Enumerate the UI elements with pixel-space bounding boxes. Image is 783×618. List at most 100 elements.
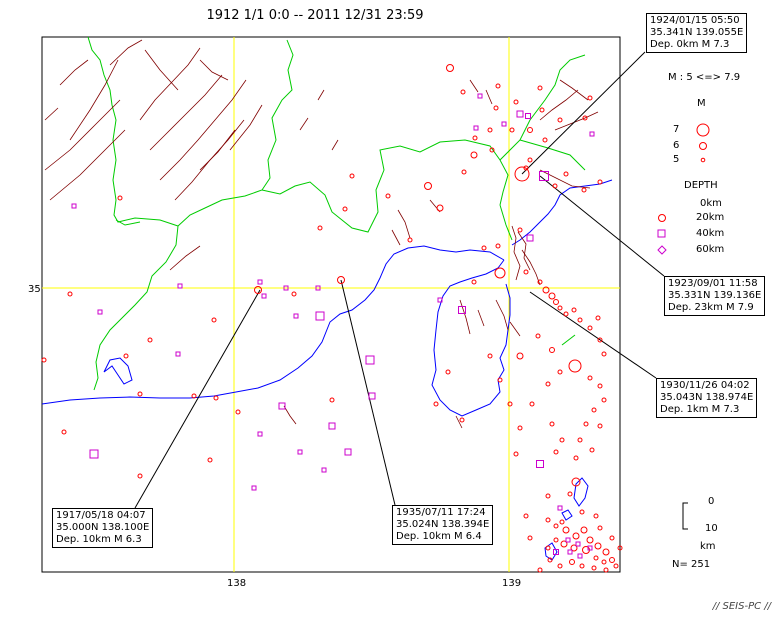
earthquake-marker bbox=[613, 563, 619, 569]
legend-mag-7: 7 bbox=[673, 124, 680, 135]
earthquake-marker bbox=[529, 401, 535, 407]
scale-bottom-label: 10 bbox=[705, 523, 718, 534]
earthquake-marker bbox=[572, 532, 580, 540]
earthquake-marker bbox=[470, 151, 478, 159]
callout-date: 1930/11/26 04:02 bbox=[660, 380, 750, 391]
callout-depth-mag: Dep. 0km M 7.3 bbox=[650, 39, 730, 50]
earthquake-marker bbox=[563, 171, 569, 177]
earthquake-marker bbox=[553, 299, 559, 305]
earthquake-marker bbox=[565, 537, 571, 543]
leader-1924 bbox=[521, 51, 646, 175]
earthquake-marker bbox=[495, 83, 501, 89]
depth-20-symbol bbox=[658, 214, 666, 222]
callout-date: 1917/05/18 04:07 bbox=[56, 510, 146, 521]
earthquake-marker bbox=[597, 423, 603, 429]
earthquake-marker bbox=[545, 381, 551, 387]
earthquake-marker bbox=[597, 179, 603, 185]
earthquake-marker bbox=[137, 473, 143, 479]
earthquake-marker bbox=[537, 567, 543, 573]
earthquake-marker bbox=[526, 234, 534, 242]
earthquake-marker bbox=[437, 297, 443, 303]
callout-coords: 35.331N 139.136E bbox=[668, 290, 762, 301]
leader-1923 bbox=[539, 175, 665, 277]
earthquake-marker bbox=[548, 292, 556, 300]
earthquake-marker bbox=[557, 505, 563, 511]
earthquake-marker bbox=[542, 137, 548, 143]
callout-depth-mag: Dep. 1km M 7.3 bbox=[660, 404, 740, 415]
earthquake-marker bbox=[433, 401, 439, 407]
callout-depth-mag: Dep. 23km M 7.9 bbox=[668, 302, 754, 313]
earthquake-marker bbox=[562, 526, 570, 534]
earthquake-marker bbox=[589, 447, 595, 453]
earthquake-marker bbox=[329, 397, 335, 403]
earthquake-marker bbox=[617, 545, 623, 551]
earthquake-markers bbox=[41, 64, 623, 573]
earthquake-marker bbox=[523, 513, 529, 519]
callout-coords: 35.024N 138.394E bbox=[396, 519, 490, 530]
earthquake-marker bbox=[542, 286, 550, 294]
earthquake-marker bbox=[493, 105, 499, 111]
callout-date: 1924/01/15 05:50 bbox=[650, 15, 740, 26]
earthquake-marker bbox=[537, 279, 543, 285]
earthquake-marker bbox=[545, 545, 551, 551]
earthquake-marker bbox=[535, 333, 541, 339]
earthquake-marker bbox=[575, 541, 581, 547]
callout-leaders bbox=[134, 51, 665, 509]
earthquake-marker bbox=[582, 115, 588, 121]
earthquake-marker bbox=[557, 563, 563, 569]
depth-60-symbol bbox=[657, 245, 667, 255]
callout-date: 1923/09/01 11:58 bbox=[668, 278, 758, 289]
earthquake-marker bbox=[175, 351, 181, 357]
earthquake-marker bbox=[601, 559, 607, 565]
earthquake-marker bbox=[211, 317, 217, 323]
earthquake-marker bbox=[460, 89, 466, 95]
earthquake-marker bbox=[342, 206, 348, 212]
earthquake-marker bbox=[495, 243, 501, 249]
earthquake-marker bbox=[207, 457, 213, 463]
earthquake-marker bbox=[297, 449, 303, 455]
earthquake-marker bbox=[589, 131, 595, 137]
earthquake-marker bbox=[553, 549, 559, 555]
earthquake-marker bbox=[539, 107, 545, 113]
earthquake-marker bbox=[587, 95, 593, 101]
faults bbox=[44, 39, 599, 429]
earthquake-marker bbox=[537, 85, 543, 91]
earthquake-marker bbox=[328, 422, 336, 430]
earthquake-marker bbox=[545, 517, 551, 523]
earthquake-marker bbox=[527, 127, 533, 133]
earthquake-marker bbox=[261, 293, 267, 299]
earthquake-marker bbox=[497, 377, 503, 383]
earthquake-marker bbox=[517, 425, 523, 431]
lat-tick-label: 35 bbox=[28, 284, 41, 295]
event-count: N= 251 bbox=[672, 559, 711, 570]
earthquake-marker bbox=[547, 557, 553, 563]
legend-depth-40: 40km bbox=[696, 228, 725, 239]
earthquake-marker bbox=[568, 359, 582, 373]
earthquake-marker bbox=[513, 99, 519, 105]
earthquake-marker bbox=[603, 567, 609, 573]
earthquake-marker bbox=[317, 225, 323, 231]
earthquake-marker bbox=[553, 449, 559, 455]
legend-depth-title: DEPTH bbox=[684, 180, 718, 191]
earthquake-marker bbox=[513, 451, 519, 457]
earthquake-marker bbox=[594, 542, 602, 550]
earthquake-marker bbox=[147, 337, 153, 343]
earthquake-marker bbox=[559, 519, 565, 525]
lon-tick-label-139: 139 bbox=[502, 578, 521, 589]
leader-1930 bbox=[529, 291, 657, 379]
earthquake-marker bbox=[609, 535, 615, 541]
earthquake-marker bbox=[458, 306, 466, 314]
map-frame bbox=[41, 36, 621, 573]
earthquake-marker bbox=[579, 563, 585, 569]
earthquake-marker bbox=[593, 513, 599, 519]
earthquake-marker bbox=[446, 64, 454, 72]
earthquake-marker bbox=[577, 553, 583, 559]
earthquake-marker bbox=[344, 448, 352, 456]
earthquake-marker bbox=[257, 279, 263, 285]
coastline bbox=[41, 179, 613, 561]
lon-tick-label-138: 138 bbox=[227, 578, 246, 589]
prefecture-boundaries bbox=[87, 36, 586, 391]
earthquake-marker bbox=[587, 545, 593, 551]
scale-unit-label: km bbox=[700, 541, 716, 552]
earthquake-marker bbox=[516, 352, 524, 360]
